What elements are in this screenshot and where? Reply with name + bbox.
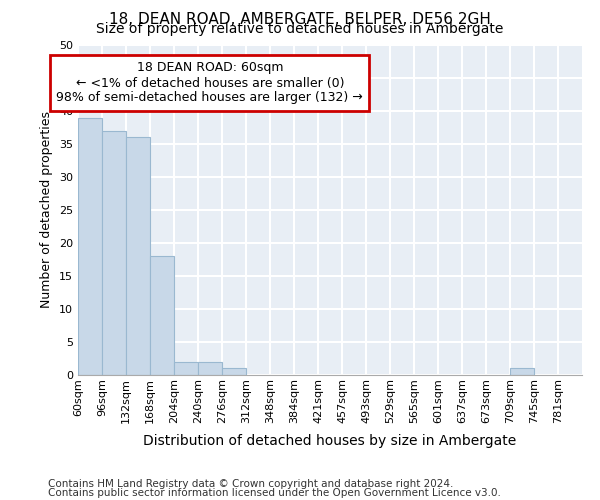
Text: Size of property relative to detached houses in Ambergate: Size of property relative to detached ho… xyxy=(97,22,503,36)
Text: 18, DEAN ROAD, AMBERGATE, BELPER, DE56 2GH: 18, DEAN ROAD, AMBERGATE, BELPER, DE56 2… xyxy=(109,12,491,28)
Bar xyxy=(150,256,174,375)
Bar xyxy=(174,362,198,375)
Bar xyxy=(78,118,102,375)
Text: Contains public sector information licensed under the Open Government Licence v3: Contains public sector information licen… xyxy=(48,488,501,498)
Y-axis label: Number of detached properties: Number of detached properties xyxy=(40,112,53,308)
Bar xyxy=(126,138,150,375)
Bar xyxy=(510,368,534,375)
Text: Contains HM Land Registry data © Crown copyright and database right 2024.: Contains HM Land Registry data © Crown c… xyxy=(48,479,454,489)
Bar xyxy=(222,368,246,375)
Bar xyxy=(198,362,222,375)
Text: 18 DEAN ROAD: 60sqm
← <1% of detached houses are smaller (0)
98% of semi-detache: 18 DEAN ROAD: 60sqm ← <1% of detached ho… xyxy=(56,62,363,104)
Bar xyxy=(102,131,126,375)
X-axis label: Distribution of detached houses by size in Ambergate: Distribution of detached houses by size … xyxy=(143,434,517,448)
